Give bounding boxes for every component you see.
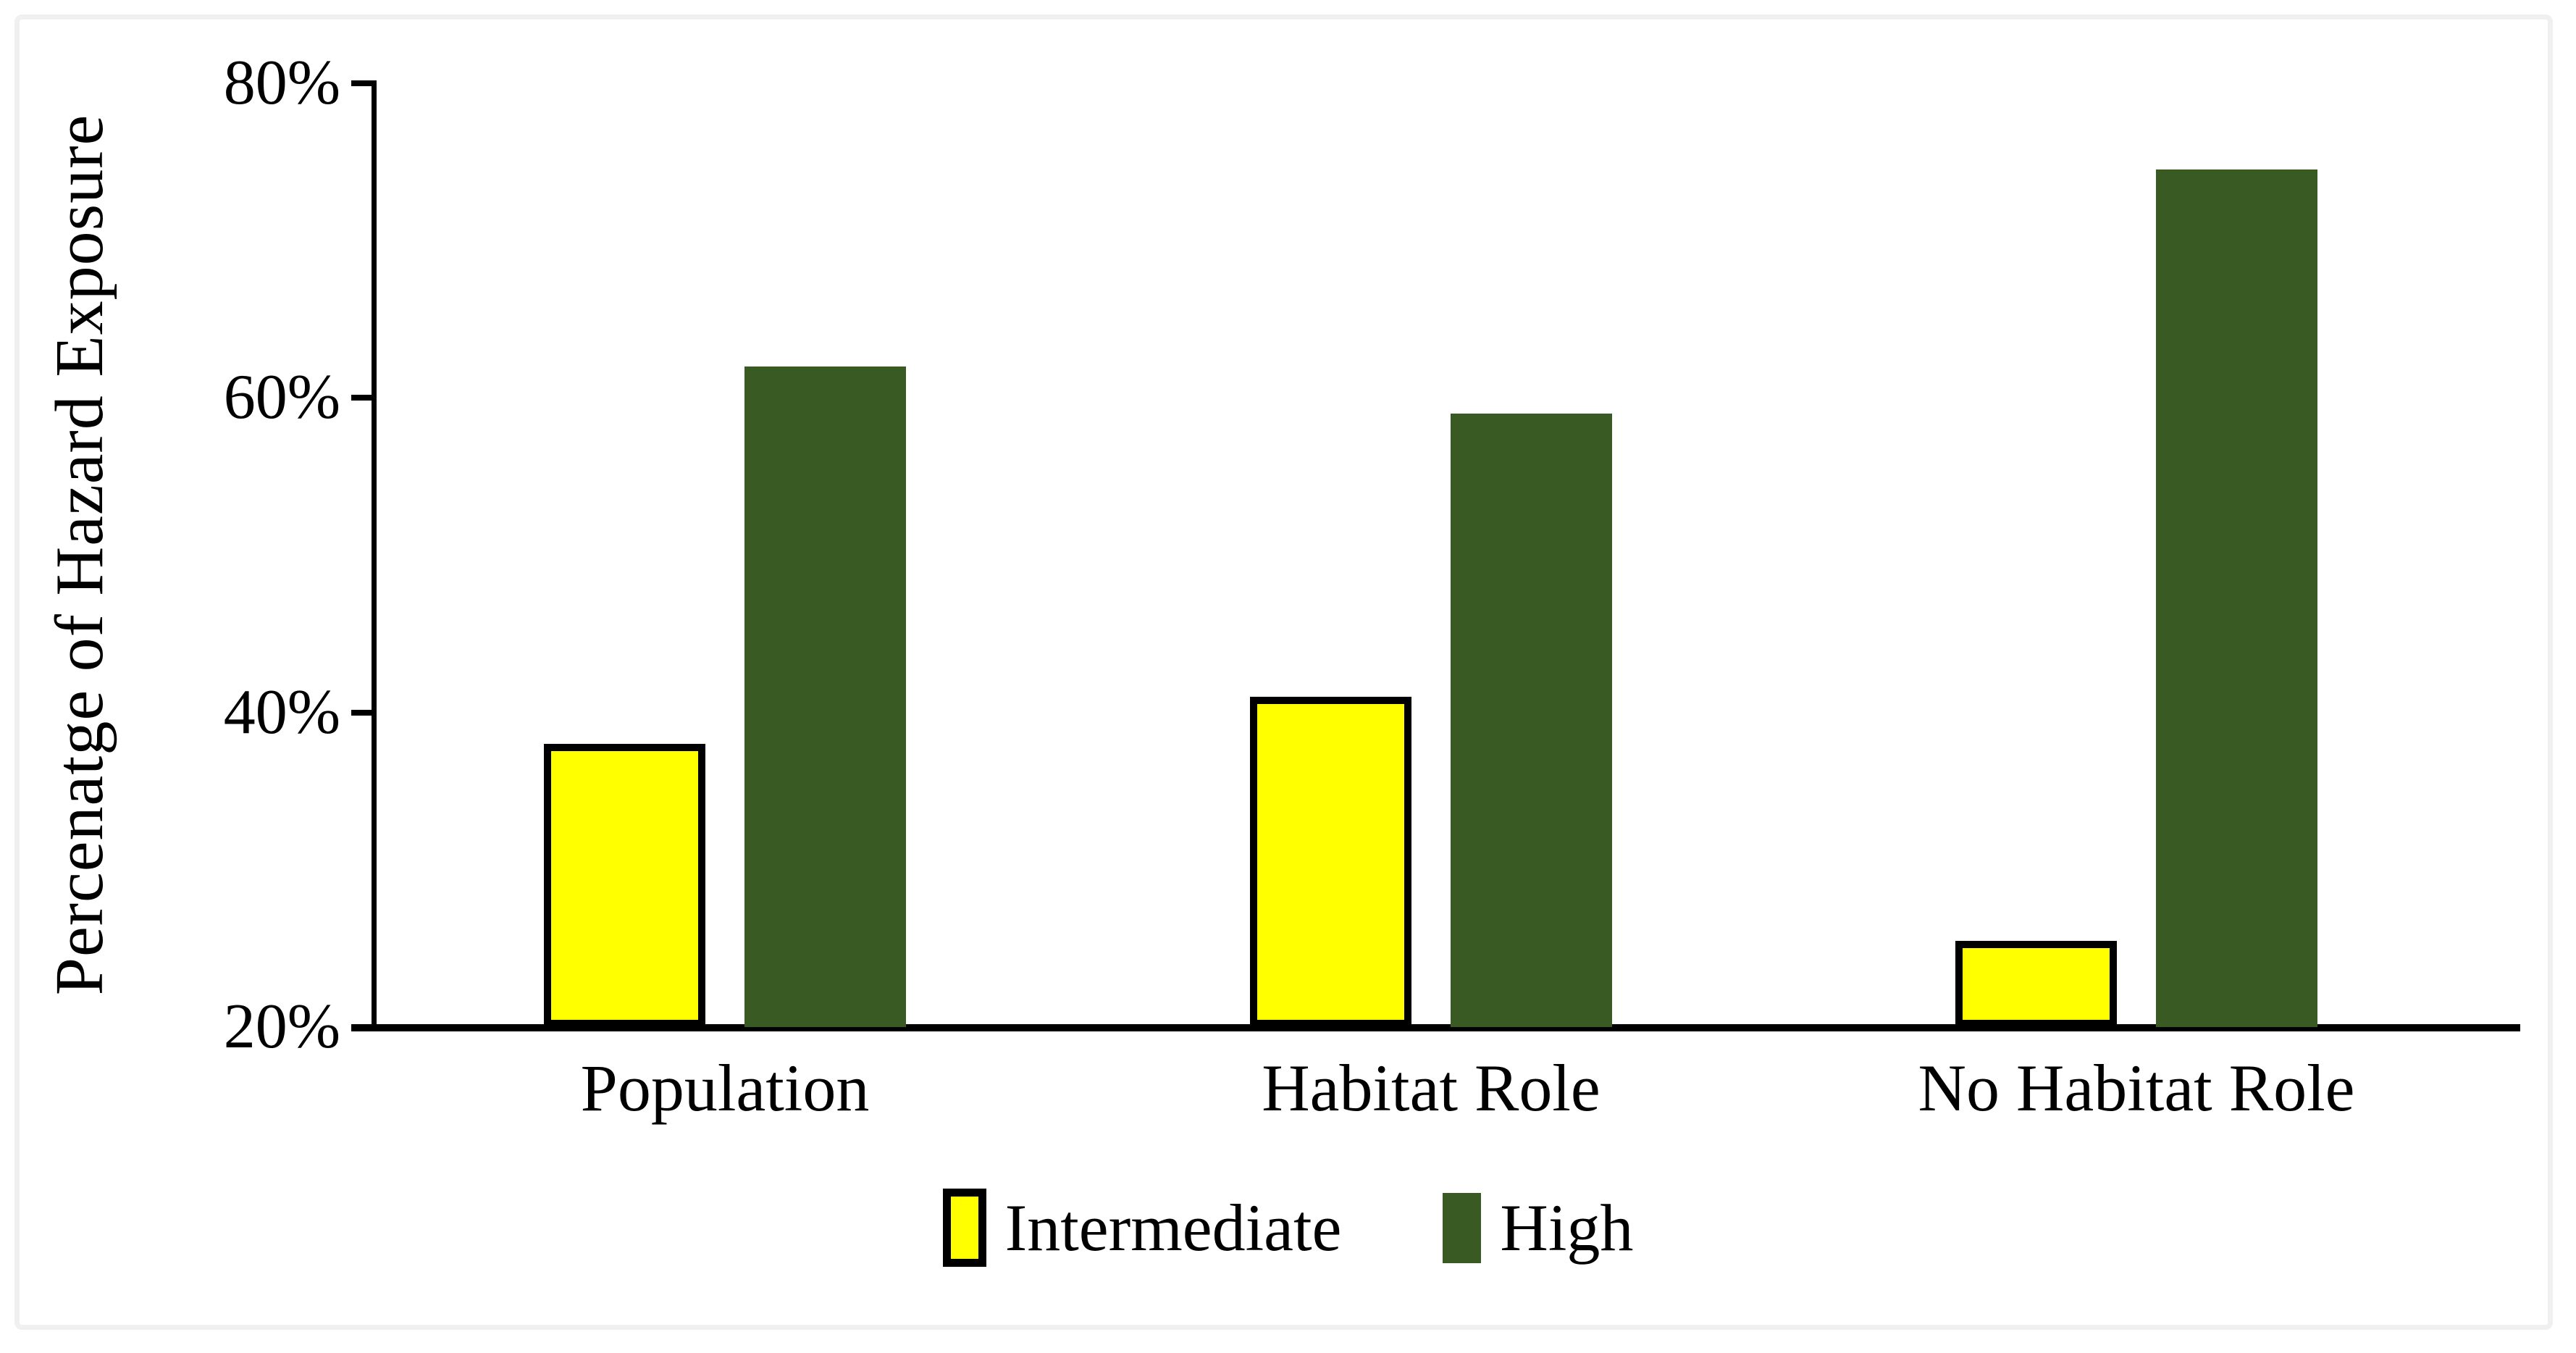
category-label: No Habitat Role: [1918, 1051, 2355, 1125]
x-axis-line: [351, 1024, 2520, 1031]
bar-high: [2156, 169, 2317, 1027]
legend-label: High: [1500, 1191, 1634, 1265]
y-axis-tick: [351, 80, 377, 86]
y-tick-label: 40%: [223, 676, 340, 747]
category-label: Habitat Role: [1262, 1051, 1600, 1125]
bar-high: [1451, 414, 1612, 1027]
legend-item-intermediate: Intermediate: [942, 1188, 1342, 1268]
category-label: Population: [580, 1051, 870, 1125]
bar-intermediate: [544, 744, 705, 1027]
legend-swatch-intermediate: [942, 1189, 986, 1267]
figure-frame: [14, 14, 2553, 1330]
legend-item-high: High: [1443, 1188, 1633, 1268]
y-axis-line: [372, 83, 377, 1031]
legend-swatch-high: [1443, 1192, 1482, 1263]
bar-intermediate: [1250, 696, 1411, 1027]
y-tick-label: 80%: [223, 48, 340, 118]
legend: Intermediate High: [0, 1188, 2576, 1268]
y-axis-title: Percenatge of Hazard Exposure: [42, 114, 117, 996]
y-axis-tick: [351, 395, 377, 401]
y-tick-label: 60%: [223, 362, 340, 433]
bar-high: [744, 366, 906, 1027]
y-tick-label: 20%: [223, 992, 340, 1062]
y-axis-tick: [351, 709, 377, 716]
legend-label: Intermediate: [1004, 1191, 1342, 1265]
bar-intermediate: [1955, 940, 2117, 1027]
